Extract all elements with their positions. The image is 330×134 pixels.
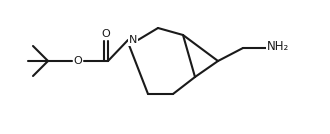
Text: O: O	[74, 56, 82, 66]
Text: NH₂: NH₂	[267, 40, 289, 53]
Text: N: N	[129, 35, 137, 45]
Text: O: O	[102, 29, 110, 39]
